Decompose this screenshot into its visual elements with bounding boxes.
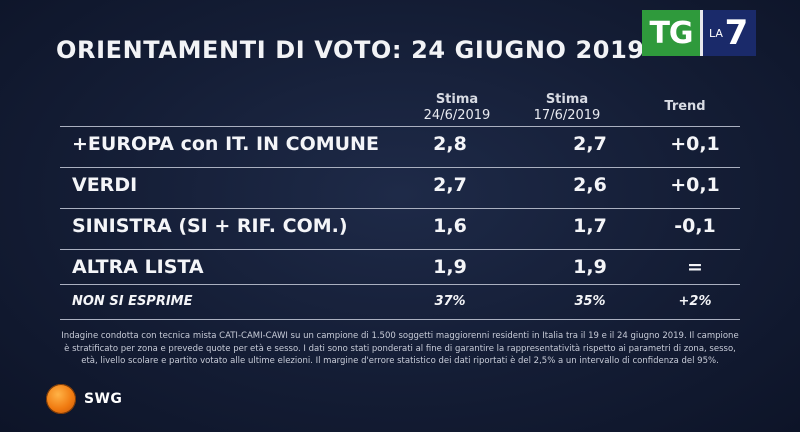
value-24-6: 37% xyxy=(434,294,466,309)
column-header-label: Stima xyxy=(435,92,479,107)
trend-value: +0,1 xyxy=(670,133,720,155)
trend-value: = xyxy=(687,256,703,278)
la7-logo-la: LA xyxy=(709,27,723,40)
party-name: NON SI ESPRIME xyxy=(72,294,193,309)
swg-logo: SWG xyxy=(46,384,122,414)
trend-value: -0,1 xyxy=(674,215,716,237)
value-24-6: 1,6 xyxy=(433,215,467,237)
chart-title: ORIENTAMENTI DI VOTO: 24 GIUGNO 2019 xyxy=(56,36,645,64)
table-row: +EUROPA con IT. IN COMUNE 2,8 2,7 +0,1 xyxy=(60,126,740,161)
column-header-label: Trend xyxy=(664,99,706,114)
tg-la7-logo: TG LA 7 xyxy=(642,10,756,56)
value-24-6: 2,8 xyxy=(433,133,467,155)
table-row: ALTRA LISTA 1,9 1,9 = xyxy=(60,249,740,284)
value-24-6: 2,7 xyxy=(433,174,467,196)
swg-logo-text: SWG xyxy=(84,391,123,407)
party-name: SINISTRA (SI + RIF. COM.) xyxy=(72,215,348,237)
tg-logo-text: TG xyxy=(642,10,700,56)
party-name: ALTRA LISTA xyxy=(72,256,204,278)
value-24-6: 1,9 xyxy=(433,256,467,278)
methodology-note: Indagine condotta con tecnica mista CATI… xyxy=(61,331,739,366)
party-name: +EUROPA con IT. IN COMUNE xyxy=(72,133,379,155)
swg-ball-icon xyxy=(46,384,76,414)
value-17-6: 2,6 xyxy=(573,174,607,196)
party-name: VERDI xyxy=(72,174,138,196)
trend-value: +2% xyxy=(678,294,712,309)
value-17-6: 35% xyxy=(574,294,606,309)
column-header-stima-2: Stima 17/6/2019 xyxy=(502,92,632,124)
value-17-6: 1,7 xyxy=(573,215,607,237)
table-row: NON SI ESPRIME 37% 35% +2% xyxy=(60,284,740,320)
value-17-6: 2,7 xyxy=(573,133,607,155)
table-row: VERDI 2,7 2,6 +0,1 xyxy=(60,167,740,202)
trend-value: +0,1 xyxy=(670,174,720,196)
la7-logo: LA 7 xyxy=(700,10,756,56)
la7-logo-seven: 7 xyxy=(724,13,749,53)
column-header-stima-1: Stima 24/6/2019 xyxy=(392,92,522,124)
column-header-date: 17/6/2019 xyxy=(533,108,601,123)
value-17-6: 1,9 xyxy=(573,256,607,278)
column-header-date: 24/6/2019 xyxy=(423,108,491,123)
column-header-trend: Trend xyxy=(630,99,740,115)
table-row: SINISTRA (SI + RIF. COM.) 1,6 1,7 -0,1 xyxy=(60,208,740,243)
column-header-label: Stima xyxy=(545,92,589,107)
